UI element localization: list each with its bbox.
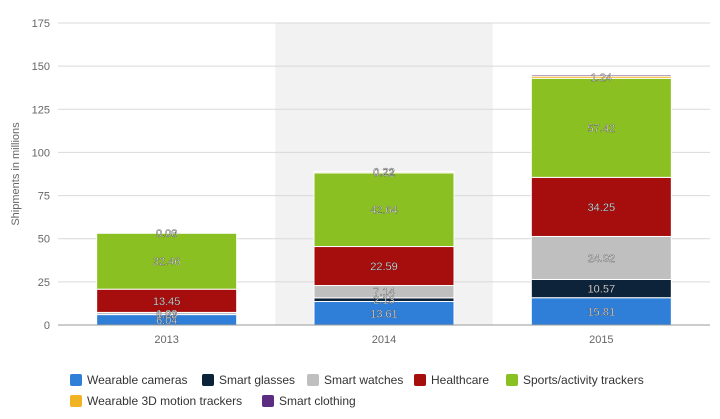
legend-item[interactable]: Smart glasses [202, 373, 295, 387]
legend-item[interactable]: Wearable cameras [70, 373, 188, 387]
data-label: 0.72 [373, 167, 394, 179]
data-label: 6.04 [156, 315, 177, 327]
y-tick-label: 175 [32, 18, 50, 30]
data-label: 2.13 [373, 295, 394, 307]
legend-swatch [262, 395, 274, 407]
y-tick-label: 0 [44, 320, 50, 332]
data-label: 42.64 [370, 205, 398, 217]
legend-swatch [307, 374, 319, 386]
x-tick-label: 2015 [589, 334, 613, 346]
bar-segment[interactable] [530, 176, 672, 237]
data-label: 22.59 [370, 261, 398, 273]
data-label: 57.42 [588, 123, 616, 135]
legend-item[interactable]: Sports/activity trackers [506, 373, 644, 387]
y-tick-label: 25 [38, 277, 50, 289]
bar-segment[interactable] [313, 172, 455, 248]
legend-swatch [414, 374, 426, 386]
data-label: 13.61 [370, 308, 398, 320]
y-tick-label: 50 [38, 234, 50, 246]
legend-label: Smart watches [324, 373, 403, 387]
legend-label: Wearable 3D motion trackers [87, 394, 242, 408]
legend-swatch [70, 374, 82, 386]
data-label: 0.22 [373, 167, 394, 179]
data-label: 0.00 [156, 228, 177, 240]
y-axis-label: Shipments in millions [10, 122, 22, 226]
y-tick-label: 100 [32, 147, 50, 159]
legend-label: Wearable cameras [87, 373, 188, 387]
data-label: 15.81 [588, 306, 616, 318]
data-label: 13.45 [153, 296, 181, 308]
legend-label: Smart glasses [219, 373, 295, 387]
data-label: 0.03 [156, 228, 177, 240]
data-label: 34.25 [588, 202, 616, 214]
y-tick-label: 75 [38, 191, 50, 203]
data-label: 32.46 [153, 256, 181, 268]
bar-segment[interactable] [530, 77, 672, 178]
y-tick-label: 125 [32, 104, 50, 116]
legend-item[interactable]: Smart watches [307, 373, 403, 387]
legend-swatch [202, 374, 214, 386]
bar-segment[interactable] [313, 246, 455, 287]
data-label: 0.03 [156, 310, 177, 322]
x-tick-label: 2014 [372, 334, 396, 346]
bar-segment[interactable] [530, 297, 672, 326]
legend-item[interactable]: Smart clothing [262, 394, 356, 408]
data-label: 1.24 [591, 72, 612, 84]
legend-swatch [506, 374, 518, 386]
data-label: 10.57 [588, 284, 616, 296]
legend-label: Sports/activity trackers [523, 373, 644, 387]
bar-segment[interactable] [530, 235, 672, 280]
data-label: 24.92 [588, 253, 616, 265]
legend-label: Smart clothing [279, 394, 356, 408]
data-label: 1.23 [156, 308, 177, 320]
data-label: 7.14 [373, 287, 394, 299]
legend-label: Healthcare [431, 373, 489, 387]
legend-swatch [70, 395, 82, 407]
legend-item[interactable]: Healthcare [414, 373, 489, 387]
y-tick-label: 150 [32, 61, 50, 73]
bar-segment[interactable] [530, 74, 672, 77]
x-tick-label: 2013 [154, 334, 178, 346]
legend-item[interactable]: Wearable 3D motion trackers [70, 394, 242, 408]
